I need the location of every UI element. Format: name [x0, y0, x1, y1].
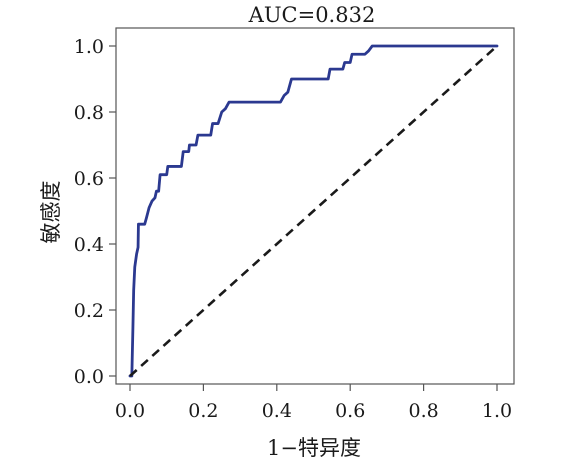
y-axis-title: 敏感度	[39, 181, 63, 244]
x-axis-ticks: 0.0 0.2 0.4 0.6 0.8 1.0	[115, 384, 512, 422]
y-tick-label: 0.4	[74, 234, 104, 256]
x-tick-label: 1.0	[482, 400, 512, 422]
x-tick-label: 0.0	[115, 400, 145, 422]
series-layer	[128, 44, 499, 378]
y-tick-label: 0.0	[74, 366, 104, 388]
x-axis-title: 1−特异度	[267, 436, 361, 460]
chart-title: AUC=0.832	[248, 3, 376, 27]
x-tick-label: 0.8	[408, 400, 438, 422]
y-axis-ticks: 0.0 0.2 0.4 0.6 0.8 1.0	[74, 36, 116, 388]
y-tick-label: 0.6	[74, 168, 104, 190]
reference-diagonal	[129, 45, 498, 377]
x-tick-label: 0.6	[335, 400, 365, 422]
plot-frame	[115, 27, 515, 385]
roc-curve	[128, 44, 499, 378]
x-tick-label: 0.2	[188, 400, 218, 422]
x-tick-label: 0.4	[262, 400, 292, 422]
y-tick-label: 1.0	[74, 36, 104, 58]
y-tick-label: 0.8	[74, 102, 104, 124]
y-tick-label: 0.2	[74, 300, 104, 322]
